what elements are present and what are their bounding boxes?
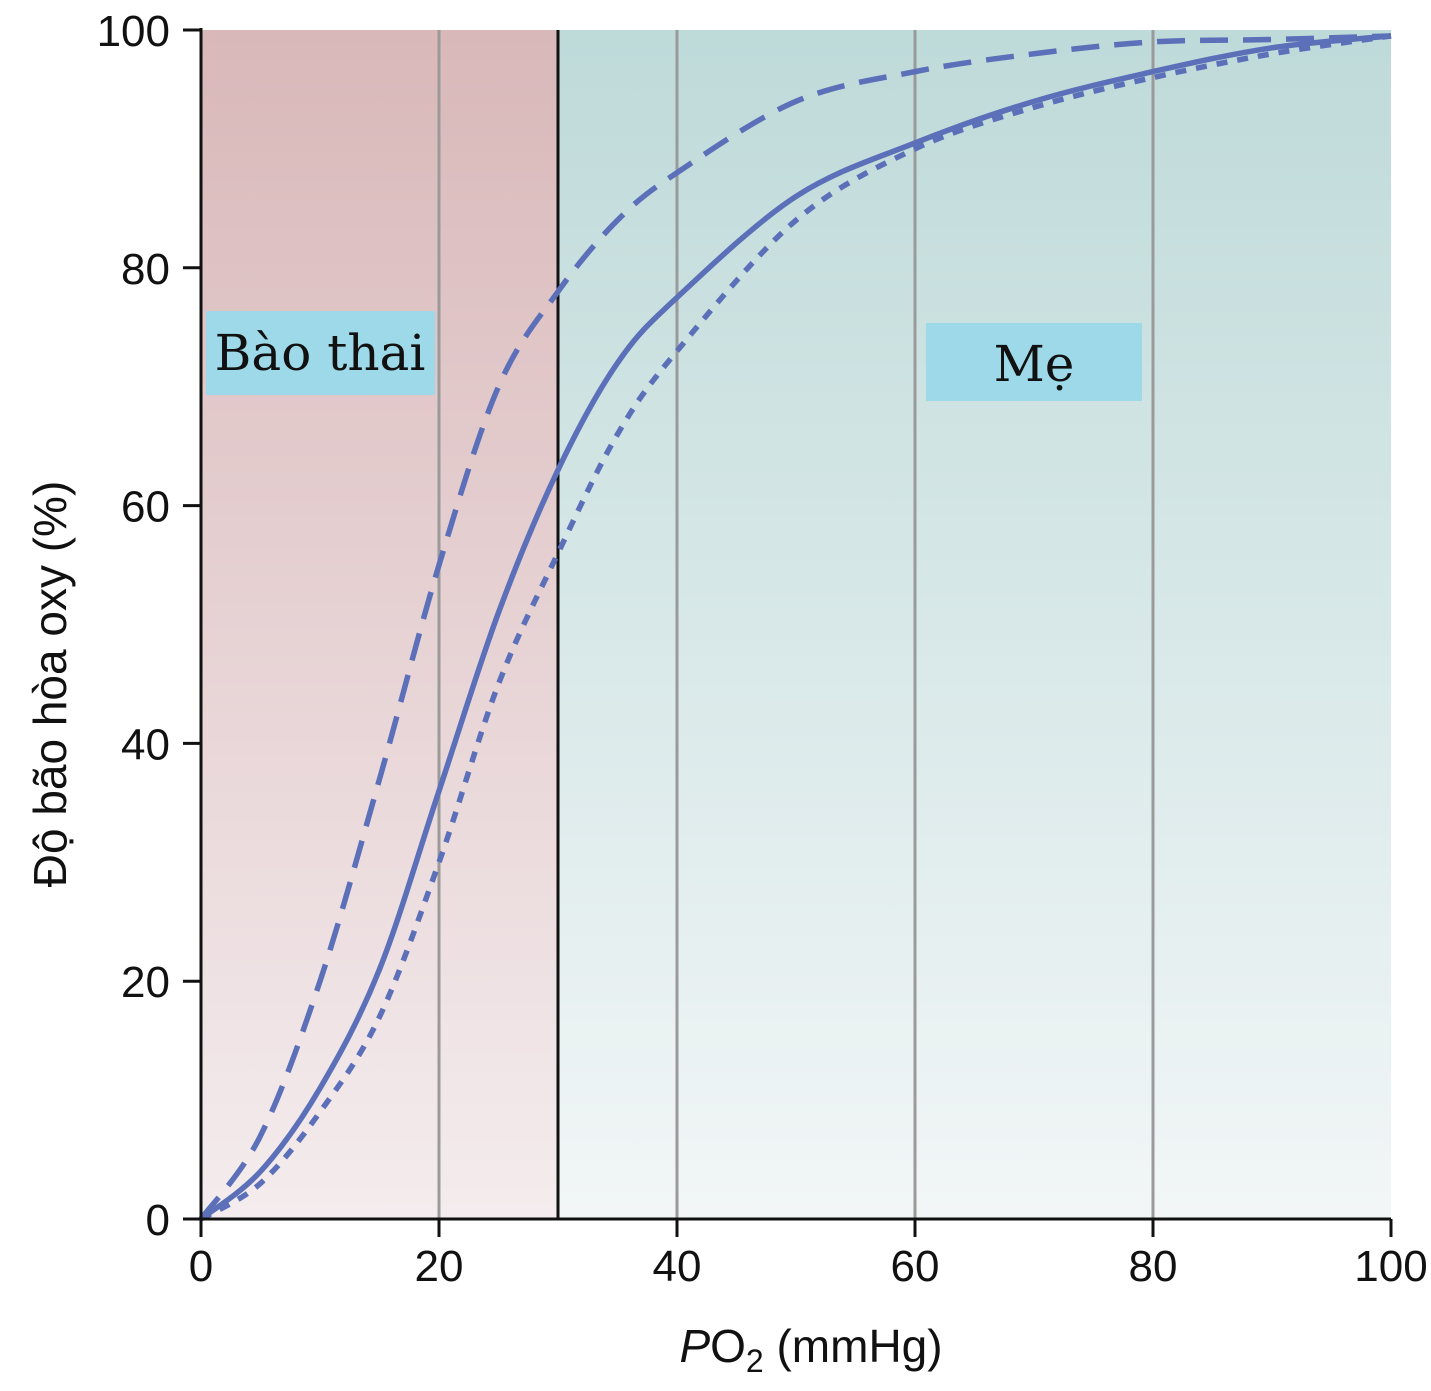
x-tick-label: 60: [891, 1242, 940, 1291]
x-tick-label: 40: [653, 1242, 702, 1291]
x-tick-label: 80: [1129, 1242, 1178, 1291]
maternal-region-label: Mẹ: [926, 323, 1142, 401]
maternal-label-box: [926, 323, 1142, 401]
maternal-label-text: Mẹ: [994, 335, 1075, 393]
y-axis-title: Độ bão hòa oxy (%): [24, 481, 76, 888]
y-tick-label: 20: [121, 958, 170, 1007]
y-tick-label: 80: [121, 245, 170, 294]
series-line-solid: [199, 33, 1392, 1222]
maternal-region-background: [558, 30, 1391, 1219]
series-line-dotted: [199, 33, 1392, 1222]
x-tick-label: 0: [189, 1242, 213, 1291]
x-tick-label: 100: [1354, 1242, 1427, 1291]
axes: [183, 28, 1393, 1237]
vertical-gridlines: [437, 30, 1155, 1219]
fetal-label-box: [206, 311, 435, 395]
x-axis-title: PO2 (mmHg): [679, 1320, 942, 1379]
region-backgrounds: [201, 30, 1391, 1219]
y-tick-label: 0: [146, 1196, 170, 1245]
y-tick-label: 40: [121, 720, 170, 769]
y-tick-label: 100: [97, 7, 170, 56]
fetal-region-background: [201, 30, 558, 1219]
fetal-label-text: Bào thai: [215, 324, 426, 382]
x-tick-label: 20: [415, 1242, 464, 1291]
y-axis-tick-labels: 0 20 40 60 80 100: [97, 7, 170, 1245]
y-tick-label: 60: [121, 483, 170, 532]
saturation-curves: [198, 33, 1392, 1222]
x-axis-tick-labels: 0 20 40 60 80 100: [189, 1242, 1428, 1291]
series-line-dashed: [198, 33, 1392, 1221]
fetal-region-label: Bào thai: [206, 311, 435, 395]
